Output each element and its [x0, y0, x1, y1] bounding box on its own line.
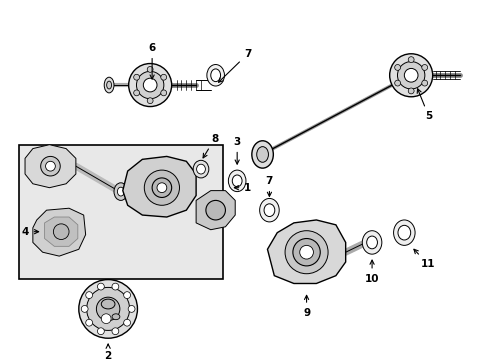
Circle shape: [205, 201, 225, 220]
Circle shape: [101, 314, 111, 324]
Ellipse shape: [193, 160, 208, 178]
Circle shape: [86, 287, 129, 330]
Ellipse shape: [256, 147, 268, 162]
Circle shape: [123, 319, 130, 326]
Circle shape: [136, 71, 163, 99]
Circle shape: [407, 57, 413, 63]
Circle shape: [394, 64, 400, 71]
Circle shape: [79, 280, 137, 338]
Circle shape: [85, 319, 92, 326]
Circle shape: [144, 170, 179, 205]
Circle shape: [123, 292, 130, 298]
Circle shape: [157, 183, 166, 193]
Text: 3: 3: [233, 137, 240, 164]
Ellipse shape: [210, 69, 220, 82]
Ellipse shape: [206, 64, 224, 86]
Circle shape: [53, 224, 69, 239]
Circle shape: [112, 328, 119, 335]
Circle shape: [404, 68, 417, 82]
Polygon shape: [196, 191, 235, 230]
Bar: [19, 145, 222, 279]
Ellipse shape: [259, 198, 279, 222]
Circle shape: [421, 64, 427, 71]
Circle shape: [128, 306, 135, 312]
Circle shape: [152, 178, 171, 198]
Ellipse shape: [112, 314, 120, 320]
Circle shape: [45, 161, 55, 171]
Circle shape: [421, 80, 427, 86]
Circle shape: [394, 80, 400, 86]
Text: 10: 10: [364, 260, 379, 284]
Circle shape: [143, 78, 157, 92]
Circle shape: [96, 297, 120, 321]
Circle shape: [397, 62, 424, 89]
Ellipse shape: [232, 175, 242, 187]
Ellipse shape: [106, 81, 111, 89]
Ellipse shape: [393, 220, 414, 246]
Polygon shape: [25, 145, 76, 188]
Circle shape: [292, 239, 320, 266]
Ellipse shape: [117, 187, 124, 196]
Text: 7: 7: [218, 49, 251, 82]
Ellipse shape: [228, 170, 245, 192]
Polygon shape: [33, 208, 85, 256]
Circle shape: [299, 246, 313, 259]
Circle shape: [85, 292, 92, 298]
Circle shape: [112, 283, 119, 290]
Text: 8: 8: [203, 134, 218, 158]
Ellipse shape: [251, 141, 273, 168]
Ellipse shape: [397, 225, 410, 240]
Circle shape: [389, 54, 432, 97]
Polygon shape: [122, 156, 196, 217]
Circle shape: [128, 64, 171, 107]
Circle shape: [133, 74, 139, 80]
Circle shape: [161, 74, 166, 80]
Text: 7: 7: [265, 176, 273, 196]
Text: 5: 5: [416, 89, 431, 121]
Circle shape: [97, 328, 104, 335]
Ellipse shape: [362, 231, 381, 254]
Polygon shape: [267, 220, 345, 283]
Ellipse shape: [196, 164, 205, 174]
Ellipse shape: [104, 77, 114, 93]
Circle shape: [161, 90, 166, 96]
Text: 11: 11: [413, 249, 434, 269]
Text: 4: 4: [21, 227, 39, 237]
Ellipse shape: [101, 299, 115, 309]
Text: 6: 6: [148, 43, 155, 79]
Circle shape: [81, 306, 88, 312]
Circle shape: [147, 98, 153, 104]
Circle shape: [285, 231, 327, 274]
Ellipse shape: [366, 236, 377, 249]
Circle shape: [407, 88, 413, 94]
Circle shape: [133, 90, 139, 96]
Text: 9: 9: [303, 295, 309, 318]
Text: 2: 2: [104, 344, 112, 360]
Circle shape: [147, 67, 153, 72]
Ellipse shape: [114, 183, 127, 201]
Text: 1: 1: [234, 183, 251, 193]
Circle shape: [41, 156, 60, 176]
Polygon shape: [44, 217, 78, 246]
Circle shape: [97, 283, 104, 290]
Ellipse shape: [264, 204, 274, 216]
